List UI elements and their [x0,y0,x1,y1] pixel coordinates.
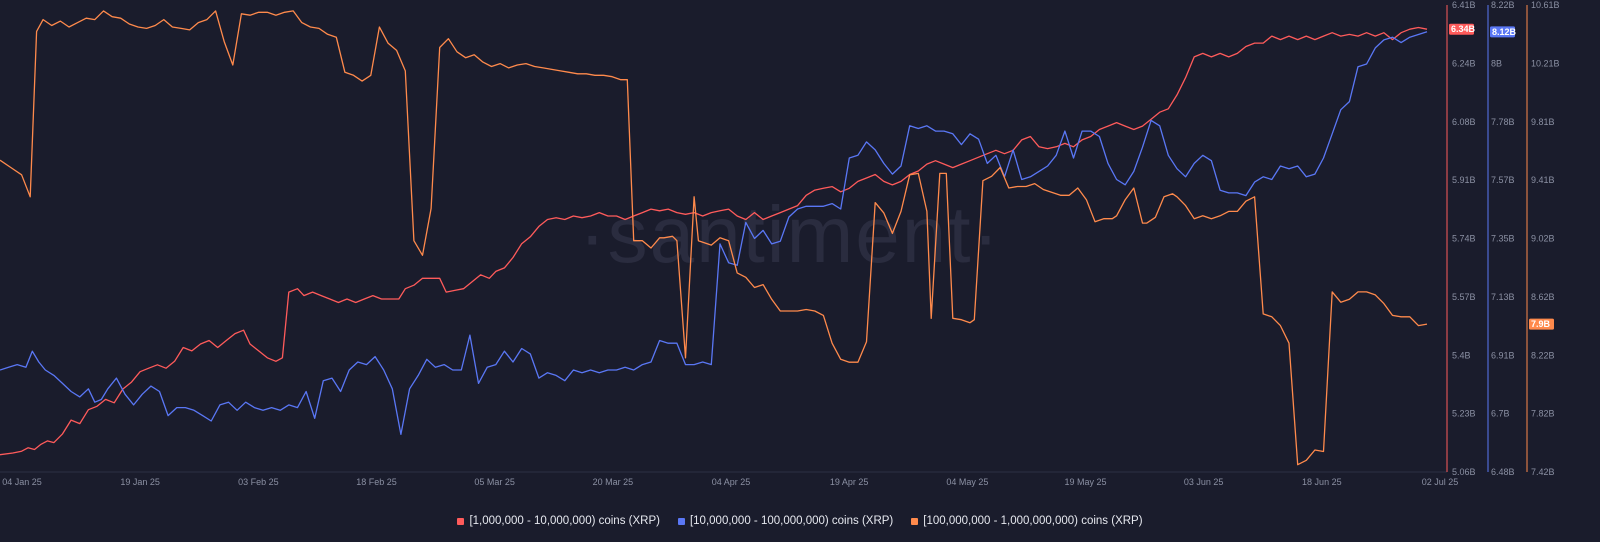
x-tick-label: 04 Apr 25 [712,477,751,487]
y-tick-label: 8.62B [1531,292,1555,302]
y-tick-label: 6.41B [1452,0,1476,10]
x-axis-ticks: 04 Jan 25 19 Jan 25 03 Feb 25 18 Feb 25 05 M… [2,477,1458,487]
y-tick-label: 8.22B [1531,350,1555,360]
y-tick-label: 7.42B [1531,467,1555,477]
y-tick-label: 10.21B [1531,58,1560,68]
y-tick-label: 5.06B [1452,467,1476,477]
y-tick-label: 6.24B [1452,58,1476,68]
legend-label-1m-10m: [1,000,000 - 10,000,000) coins (XRP) [469,515,660,527]
x-tick-label: 03 Feb 25 [238,477,279,487]
legend-label-10m-100m: [10,000,000 - 100,000,000) coins (XRP) [689,515,894,527]
x-tick-label: 04 May 25 [946,477,988,487]
value-badge-label-3: 7.9B [1531,319,1551,329]
y-tick-label: 7.82B [1531,409,1555,419]
y-axis-ticks: 6.41B 6.24B 6.08B 5.91B 5.74B 5.57B 5.4B 5.23B 5… [1452,0,1560,477]
y-tick-label: 5.91B [1452,175,1476,185]
x-tick-label: 05 Mar 25 [474,477,515,487]
x-tick-label: 19 Jan 25 [120,477,160,487]
value-badge-1 [1449,23,1474,35]
y-tick-label: 7.57B [1491,175,1515,185]
legend-label-100m-1b: [100,000,000 - 1,000,000,000) coins (XRP… [923,515,1143,527]
legend-swatch-1m-10m [457,517,465,525]
x-tick-label: 18 Jun 25 [1302,477,1342,487]
y-tick-label: 8B [1491,58,1502,68]
x-tick-label: 19 Apr 25 [830,477,869,487]
legend-swatch-100m-1b [911,517,919,525]
legend-swatch-10m-100m [677,517,685,525]
y-tick-label: 7.78B [1491,117,1515,127]
x-tick-label: 03 Jun 25 [1184,477,1224,487]
value-badges: 6.34B 8.12B 7.9B [1449,23,1554,330]
series-line-3 [0,10,1428,466]
x-tick-label: 18 Feb 25 [356,477,397,487]
x-tick-label: 20 Mar 25 [593,477,634,487]
y-tick-label: 5.23B [1452,409,1476,419]
y-tick-label: 6.08B [1452,117,1476,127]
y-tick-label: 6.7B [1491,409,1510,419]
chart-legend: [1,000,000 - 10,000,000) coins (XRP) [10… [0,512,1600,530]
value-badge-2 [1490,26,1515,38]
x-tick-label: 02 Jul 25 [1422,477,1459,487]
legend-item-100m-1b[interactable]: [100,000,000 - 1,000,000,000) coins (XRP… [911,515,1143,527]
y-tick-label: 5.57B [1452,292,1476,302]
x-tick-label: 19 May 25 [1064,477,1106,487]
series-lines [0,10,1428,466]
y-tick-label: 7.35B [1491,234,1515,244]
y-tick-label: 6.48B [1491,467,1515,477]
y-tick-label: 5.4B [1452,350,1471,360]
y-tick-label: 10.61B [1531,0,1560,10]
y-tick-label: 7.13B [1491,292,1515,302]
y-tick-label: 5.74B [1452,234,1476,244]
y-tick-label: 9.02B [1531,234,1555,244]
x-tick-label: 04 Jan 25 [2,477,42,487]
value-badge-3 [1529,318,1554,330]
value-badge-label-1: 6.34B [1451,24,1476,34]
y-tick-label: 9.81B [1531,117,1555,127]
axis-lines [0,5,1528,473]
series-line-1 [0,26,1428,456]
y-tick-label: 6.91B [1491,350,1515,360]
y-tick-label: 9.41B [1531,175,1555,185]
value-badge-label-2: 8.12B [1492,27,1517,37]
series-line-2 [0,31,1428,436]
y-tick-label: 8.22B [1491,0,1515,10]
legend-item-1m-10m[interactable]: [1,000,000 - 10,000,000) coins (XRP) [457,515,660,527]
legend-item-10m-100m[interactable]: [10,000,000 - 100,000,000) coins (XRP) [677,515,894,527]
